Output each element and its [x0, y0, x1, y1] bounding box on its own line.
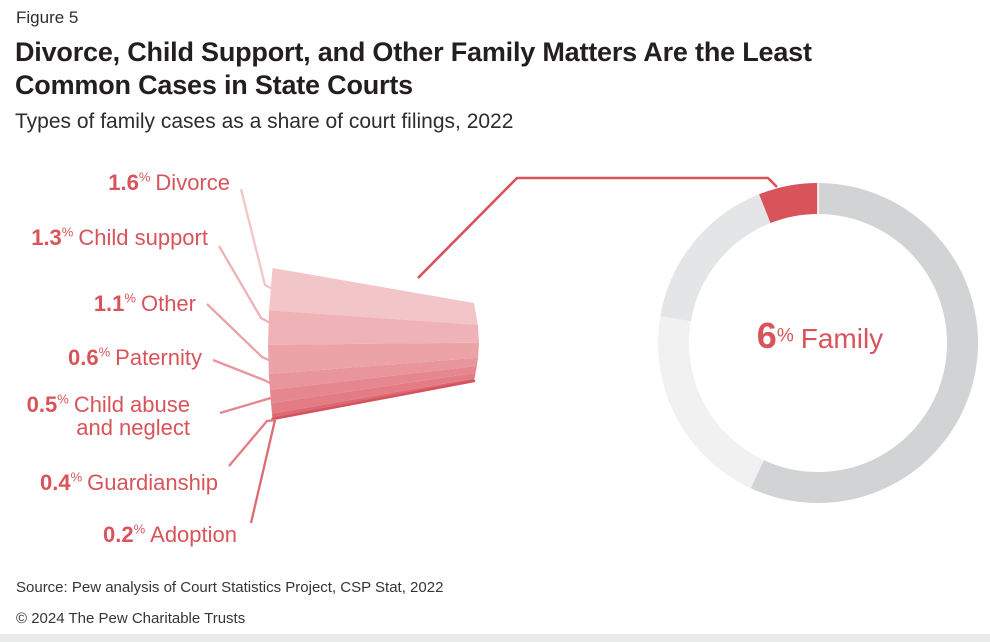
fan-band [271, 372, 476, 414]
breakout-label-paternity: 0.6% Paternity [0, 346, 202, 369]
percent-sign: % [61, 224, 74, 240]
breakout-label-guardianship: 0.4% Guardianship [0, 471, 218, 494]
breakout-name: Other [140, 291, 196, 316]
fan-band [269, 268, 478, 325]
percent-sign: % [98, 344, 111, 360]
donut-segment-other-cases-lightest-gray [658, 315, 765, 489]
percent-sign: % [124, 290, 136, 306]
breakout-connector-line [417, 176, 778, 279]
breakout-label-divorce: 1.6% Divorce [0, 171, 230, 194]
copyright-note: © 2024 The Pew Charitable Trusts [16, 610, 246, 627]
breakout-label-child-abuse: 0.5% Child abuse and neglect [0, 393, 190, 439]
breakout-label-other: 1.1% Other [0, 292, 196, 315]
donut-segment-family [759, 183, 819, 224]
breakout-name: Divorce [155, 170, 230, 195]
donut-segment-other-cases-gray [750, 183, 978, 503]
leader-line-1 [218, 245, 273, 326]
breakout-label-adoption: 0.2% Adoption [0, 523, 237, 546]
breakout-name: Adoption [150, 522, 237, 547]
bottom-border [0, 634, 990, 642]
fan-band [268, 310, 479, 345]
fan-band [268, 342, 479, 374]
breakout-name: Child support [78, 225, 208, 250]
fan-band [268, 357, 479, 390]
breakout-value: 1.1 [93, 291, 125, 316]
breakout-value: 1.3 [31, 225, 62, 250]
donut-center-label: 6% Family [700, 315, 940, 357]
breakout-name: Child abuse and neglect [73, 392, 190, 440]
percent-sign: % [776, 325, 794, 347]
breakout-name: Paternity [115, 345, 202, 370]
breakout-value: 0.2 [102, 522, 134, 547]
leader-line-6 [249, 419, 277, 524]
leader-line-5 [228, 418, 277, 467]
donut-value: 6 [756, 315, 777, 356]
breakout-label-child-support: 1.3% Child support [0, 226, 208, 249]
leader-line-4 [219, 396, 272, 415]
breakout-value: 1.6 [108, 170, 139, 195]
source-note: Source: Pew analysis of Court Statistics… [16, 579, 444, 596]
percent-sign: % [57, 391, 69, 407]
breakout-value: 0.6 [68, 345, 99, 370]
percent-sign: % [133, 521, 146, 537]
breakout-value: 0.5 [26, 392, 58, 417]
donut-name: Family [800, 323, 884, 354]
page-title: Divorce, Child Support, and Other Family… [15, 37, 812, 100]
percent-sign: % [138, 169, 151, 185]
fan-band [269, 365, 477, 404]
chart-subtitle: Types of family cases as a share of cour… [15, 110, 514, 133]
fan-bottom-edge [271, 379, 476, 421]
percent-sign: % [70, 469, 83, 485]
breakout-value: 0.4 [39, 470, 71, 495]
leader-line-0 [239, 188, 277, 293]
breakout-name: Guardianship [87, 470, 218, 495]
leader-line-2 [206, 303, 272, 363]
leader-line-3 [212, 358, 271, 385]
figure-label: Figure 5 [16, 8, 79, 27]
donut-segment-other-cases-light-gray [660, 194, 771, 322]
